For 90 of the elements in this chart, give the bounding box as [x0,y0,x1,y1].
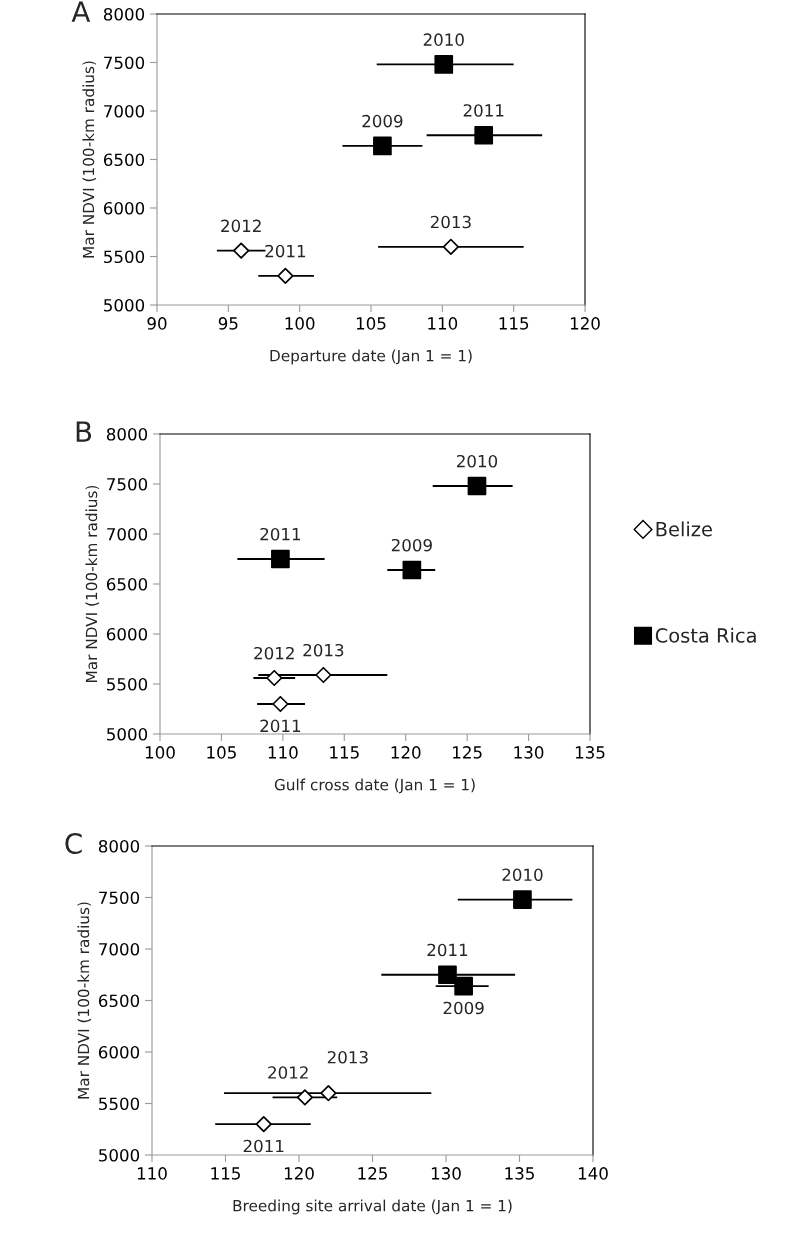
annotation: 2010 [502,868,543,882]
y-tick-label: 6000 [103,201,145,215]
point [467,476,487,496]
y-tick-label: 6500 [98,994,140,1008]
x-tick-label: 115 [499,317,529,330]
annotation: 2012 [221,219,261,233]
x-tick-label: 110 [428,317,458,330]
x-tick-label: 110 [268,746,298,759]
annotation: 2013 [303,643,344,657]
y-axis-title: Mar NDVI (100-km radius) [82,61,97,258]
y-tick-label: 7500 [104,56,145,70]
y-tick-label: 5000 [107,727,148,741]
y-tick-label: 8000 [98,839,140,853]
annotation: 2012 [268,1066,308,1079]
y-axis-title: Mar NDVI (100-km radius) [77,902,92,1099]
y-tick-label: 8000 [103,7,145,21]
point [272,695,289,713]
annotation: 2013 [430,215,471,229]
annotation: 2011 [463,104,504,117]
point [233,242,250,259]
y-tick-label: 6000 [106,627,148,641]
point [513,890,532,909]
x-tick-label: 115 [330,746,359,759]
x-tick-label: 100 [285,317,315,330]
x-tick-label: 105 [207,746,236,759]
point [373,136,392,156]
y-tick-label: 7500 [107,477,148,491]
y-tick-label: 7500 [99,891,140,905]
legend-label: Costa Rica [655,627,756,643]
x-tick-label: 95 [218,317,238,330]
point [315,666,332,684]
y-tick-label: 5500 [99,1097,140,1111]
y-tick-label: 6500 [106,577,148,591]
point [454,976,473,996]
y-tick-label: 6000 [98,1045,140,1059]
chart-title: C [65,833,82,855]
point [438,965,457,985]
x-tick-label: 130 [514,746,544,759]
annotation: 2011 [260,527,301,541]
y-tick-label: 5500 [104,250,145,264]
chart-title: B [76,421,92,442]
point [474,125,494,145]
x-tick-label: 90 [147,317,167,330]
x-tick-label: 130 [431,1167,461,1180]
x-tick-label: 125 [358,1167,387,1180]
point [255,1115,272,1133]
y-tick-label: 7000 [107,527,148,541]
x-axis-title: Gulf cross date (Jan 1 = 1) [274,778,475,794]
x-tick-label: 115 [211,1167,240,1180]
point [442,238,460,255]
point [434,55,454,74]
y-tick-label: 5500 [107,677,148,691]
x-tick-label: 120 [391,746,421,759]
y-tick-label: 6500 [103,153,145,167]
annotation: 2010 [423,33,464,46]
point [277,267,294,285]
annotation: 2009 [391,538,432,552]
x-tick-label: 125 [453,746,482,759]
x-tick-label: 105 [356,317,386,330]
chart-title: A [71,1,91,22]
annotation: 2010 [456,454,498,468]
y-tick-label: 8000 [106,427,148,441]
legend-label: Belize [656,521,712,537]
x-tick-label: 140 [578,1167,608,1180]
x-tick-label: 110 [137,1167,167,1180]
point [266,669,283,687]
y-tick-label: 7000 [99,942,140,956]
x-axis-title: Departure date (Jan 1 = 1) [270,349,472,365]
y-tick-label: 7000 [104,104,145,118]
annotation: 2011 [243,1139,284,1153]
x-axis-title: Breeding site arrival date (Jan 1 = 1) [233,1199,512,1215]
annotation: 2011 [427,943,468,957]
x-tick-label: 135 [505,1167,534,1180]
annotation: 2009 [362,114,403,128]
x-tick-label: 100 [145,746,175,759]
annotation: 2012 [254,646,294,660]
point [271,549,290,569]
annotation: 2011 [260,719,301,733]
point [402,560,422,580]
x-tick-label: 135 [575,746,605,759]
y-tick-label: 5000 [104,298,145,312]
y-tick-label: 5000 [99,1148,140,1162]
annotation: 2011 [265,244,306,258]
annotation: 2009 [443,1001,484,1015]
x-tick-label: 120 [284,1167,314,1180]
point [320,1085,337,1102]
point [296,1089,313,1106]
y-axis-title: Mar NDVI (100-km radius) [85,485,100,682]
x-tick-label: 120 [570,317,600,330]
annotation: 2013 [327,1050,368,1064]
